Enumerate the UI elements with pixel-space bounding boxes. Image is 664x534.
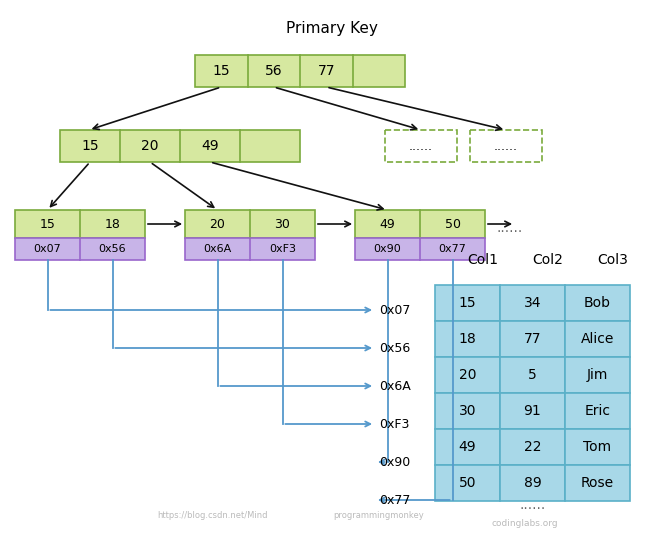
- Bar: [435, 393, 500, 429]
- Text: 0xF3: 0xF3: [379, 418, 410, 430]
- Text: ......: ......: [494, 139, 518, 153]
- Text: 89: 89: [524, 476, 541, 490]
- Text: 0x90: 0x90: [374, 244, 401, 254]
- Bar: [500, 429, 565, 465]
- Text: 0x6A: 0x6A: [203, 244, 232, 254]
- Text: Tom: Tom: [584, 440, 612, 454]
- Text: 15: 15: [81, 139, 99, 153]
- Text: Col1: Col1: [467, 253, 498, 267]
- Text: 91: 91: [524, 404, 541, 418]
- Bar: [60, 130, 300, 162]
- Text: programmingmonkey: programmingmonkey: [333, 511, 424, 520]
- Bar: [435, 465, 500, 501]
- Bar: [565, 429, 630, 465]
- Text: 20: 20: [210, 217, 226, 231]
- Text: 0x77: 0x77: [379, 493, 410, 507]
- Text: Bob: Bob: [584, 296, 611, 310]
- Text: 50: 50: [444, 217, 461, 231]
- Bar: [185, 238, 315, 260]
- Text: Alice: Alice: [581, 332, 614, 346]
- Bar: [565, 465, 630, 501]
- Bar: [195, 55, 405, 87]
- Text: Rose: Rose: [581, 476, 614, 490]
- Text: 20: 20: [459, 368, 476, 382]
- Bar: [500, 321, 565, 357]
- Text: Col2: Col2: [532, 253, 563, 267]
- Text: 0x56: 0x56: [379, 342, 410, 355]
- Bar: [185, 210, 315, 238]
- Bar: [435, 321, 500, 357]
- Text: ......: ......: [409, 139, 433, 153]
- Bar: [470, 130, 542, 162]
- Text: 49: 49: [380, 217, 395, 231]
- Bar: [355, 210, 485, 238]
- Text: codinglabs.org: codinglabs.org: [491, 519, 558, 528]
- Text: 77: 77: [524, 332, 541, 346]
- Bar: [565, 321, 630, 357]
- Text: 0x90: 0x90: [379, 456, 410, 468]
- Text: 18: 18: [459, 332, 476, 346]
- Text: Eric: Eric: [584, 404, 610, 418]
- Bar: [500, 357, 565, 393]
- Bar: [500, 465, 565, 501]
- Text: Jim: Jim: [587, 368, 608, 382]
- Bar: [435, 429, 500, 465]
- Text: 18: 18: [104, 217, 120, 231]
- Text: 0xF3: 0xF3: [269, 244, 296, 254]
- Text: 15: 15: [459, 296, 476, 310]
- Bar: [435, 285, 500, 321]
- Bar: [565, 285, 630, 321]
- Text: 49: 49: [459, 440, 476, 454]
- Bar: [15, 238, 145, 260]
- Bar: [500, 393, 565, 429]
- Text: https://blog.csdn.net/Mind: https://blog.csdn.net/Mind: [157, 511, 268, 520]
- Bar: [500, 285, 565, 321]
- Text: 5: 5: [528, 368, 537, 382]
- Text: 15: 15: [40, 217, 55, 231]
- Text: 0x56: 0x56: [99, 244, 126, 254]
- Text: 0x77: 0x77: [438, 244, 466, 254]
- Text: 50: 50: [459, 476, 476, 490]
- Text: 15: 15: [212, 64, 230, 78]
- Text: Col3: Col3: [597, 253, 628, 267]
- Text: 0x07: 0x07: [34, 244, 61, 254]
- Text: 30: 30: [274, 217, 290, 231]
- Text: 0x07: 0x07: [379, 303, 410, 317]
- Text: 77: 77: [317, 64, 335, 78]
- Bar: [435, 357, 500, 393]
- Text: 0x6A: 0x6A: [379, 380, 411, 392]
- Bar: [15, 210, 145, 238]
- Text: 30: 30: [459, 404, 476, 418]
- Bar: [385, 130, 457, 162]
- Bar: [565, 357, 630, 393]
- Text: Primary Key: Primary Key: [286, 20, 378, 35]
- Text: 49: 49: [201, 139, 219, 153]
- Text: ......: ......: [519, 498, 546, 512]
- Text: 34: 34: [524, 296, 541, 310]
- Bar: [355, 238, 485, 260]
- Text: ......: ......: [497, 221, 523, 235]
- Text: 20: 20: [141, 139, 159, 153]
- Text: 22: 22: [524, 440, 541, 454]
- Bar: [565, 393, 630, 429]
- Text: 56: 56: [265, 64, 283, 78]
